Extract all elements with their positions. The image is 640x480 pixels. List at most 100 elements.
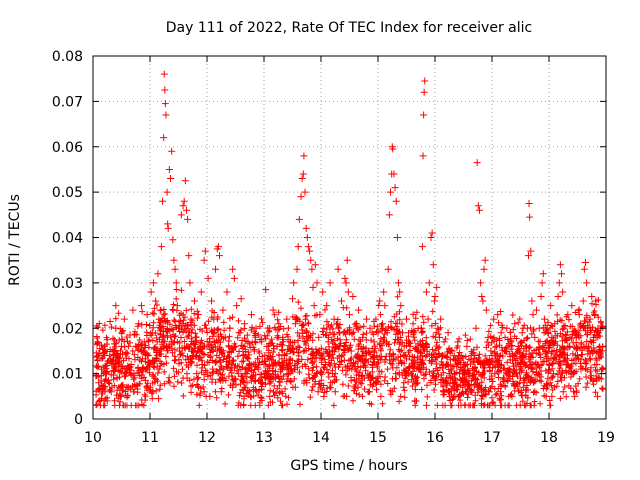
data-point [269,306,277,314]
data-point [481,256,489,264]
data-point [479,297,487,305]
data-point [359,333,367,341]
data-point [538,279,546,287]
data-point [109,347,117,355]
data-point [583,279,591,287]
data-point [124,383,132,391]
y-tick-label: 0.02 [52,321,83,337]
data-point [155,395,163,403]
data-point [366,324,374,332]
data-point [392,197,400,205]
data-point [240,392,248,400]
data-point [219,306,227,314]
data-point [129,306,137,314]
data-point [591,311,599,319]
data-point [434,324,442,332]
data-point [197,288,205,296]
data-point [314,388,322,396]
data-point [388,388,396,396]
data-point [331,388,339,396]
data-point [428,229,436,237]
data-point [494,311,502,319]
data-point [196,342,204,350]
data-point [372,379,380,387]
data-point [556,261,564,269]
data-point [249,374,257,382]
data-point [343,392,351,400]
data-point [208,297,216,305]
data-point [306,247,314,255]
data-point [469,374,477,382]
data-point [141,376,149,384]
data-point [351,365,359,373]
data-point [137,302,145,310]
data-point [344,288,352,296]
data-point [520,379,528,387]
data-point [172,356,180,364]
data-point [525,199,533,207]
data-point [448,347,456,355]
data-point [149,279,157,287]
data-point [310,302,318,310]
data-point [450,379,458,387]
data-point [579,297,587,305]
data-point [370,338,378,346]
data-point [163,188,171,196]
data-point [425,279,433,287]
data-point [260,361,268,369]
data-point [152,297,160,305]
data-point [482,306,490,314]
data-point [100,351,108,359]
data-point [497,329,505,337]
data-point [200,388,208,396]
data-point [225,361,233,369]
data-point [526,213,534,221]
data-point [486,361,494,369]
data-point [186,279,194,287]
data-point [229,383,237,391]
data-point [417,324,425,332]
data-point [570,370,578,378]
data-points [92,70,605,409]
data-point [295,215,303,223]
y-axis-label: ROTI / TECUs [7,194,23,286]
data-point [545,361,553,369]
data-point [460,379,467,387]
data-point [559,388,567,396]
data-point [220,374,228,382]
data-point [420,111,428,119]
data-point [143,311,151,319]
data-point [156,306,164,314]
data-point [444,329,452,337]
data-point [571,392,579,400]
data-point [179,202,187,210]
data-point [490,315,498,323]
data-point [161,86,169,94]
data-point [106,317,114,325]
data-point [395,279,403,287]
data-point [465,370,473,378]
data-point [210,315,218,323]
data-point [289,295,296,303]
data-point [397,302,405,310]
data-point [181,177,189,185]
data-point [534,361,542,369]
data-point [379,320,387,328]
data-point [467,356,475,364]
data-point [544,329,552,337]
data-point [462,388,470,396]
x-tick-label: 15 [369,430,387,446]
data-point [303,379,311,387]
y-tick-label: 0.08 [52,49,83,65]
data-point [346,311,353,319]
data-point [271,374,279,382]
data-point [593,392,601,400]
data-point [311,261,319,269]
data-point [562,361,570,369]
data-point [389,145,397,153]
data-point [575,311,583,319]
data-point [266,324,274,332]
data-point [430,297,438,305]
data-point [256,336,264,344]
data-point [551,320,559,328]
